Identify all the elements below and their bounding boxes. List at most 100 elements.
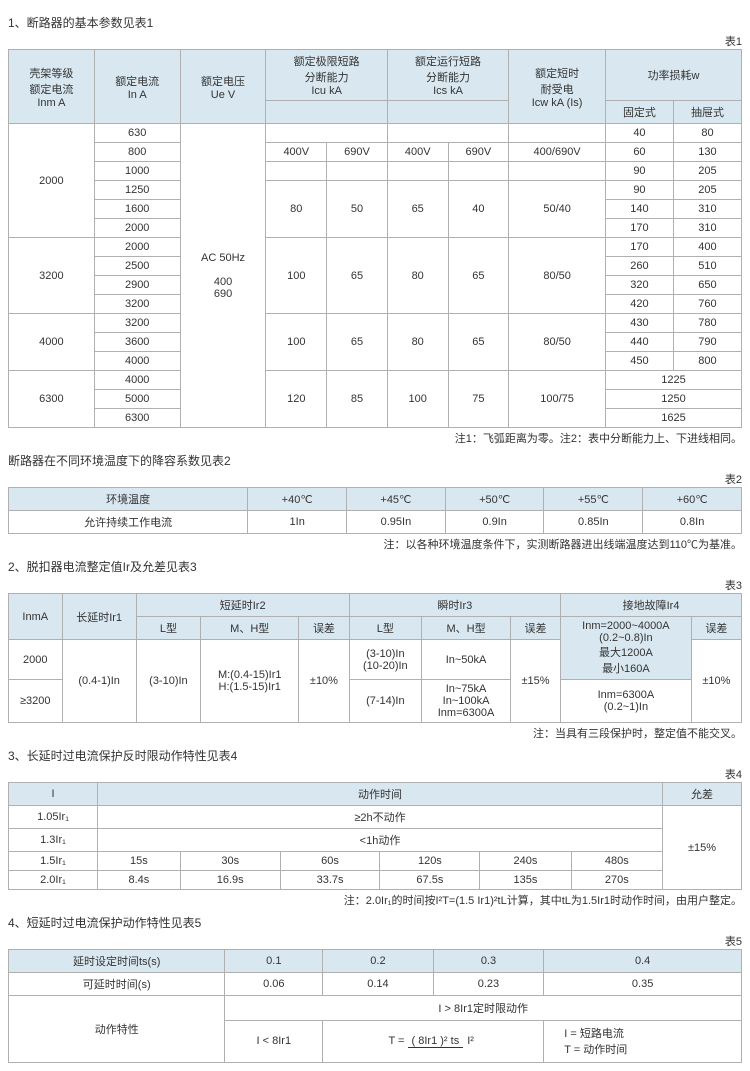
t3-r0-h: ±15% — [510, 640, 560, 723]
t4-c: 1.5Ir₁ — [9, 852, 98, 871]
t1-in: 5000 — [94, 390, 180, 409]
t1-pd: 130 — [673, 143, 741, 162]
t4-h2: 允差 — [663, 783, 742, 806]
t5-h: 0.3 — [433, 950, 544, 973]
t1-pf: 170 — [605, 238, 673, 257]
t1-v: 85 — [327, 371, 388, 428]
t5-ch-l: 动作特性 — [9, 996, 225, 1063]
t1-sub: 690V — [448, 143, 509, 162]
s4-title: 3、长延时过电流保护反时限动作特性见表4 — [8, 747, 742, 764]
t1-in: 1250 — [94, 181, 180, 200]
t5-c: 可延时时间(s) — [9, 973, 225, 996]
t1-in: 2000 — [94, 238, 180, 257]
t1-frame: 6300 — [9, 371, 95, 428]
t1-pf: 450 — [605, 352, 673, 371]
t1-h-icu: 额定极限短路 分断能力 Icu kA — [266, 50, 387, 101]
t4-c: 30s — [180, 852, 280, 871]
t3-r1-k: Inm=6300A (0.2~1)In — [561, 680, 692, 723]
t3-h-ir2l: L型 — [136, 617, 200, 640]
s4-note: 注：2.0Ir₁的时间按I²T=(1.5 Ir1)²tL计算，其中tL为1.5I… — [8, 892, 742, 908]
t1-h-icw: 额定短时 耐受电 Icw kA (Is) — [509, 50, 606, 124]
t1-in: 3600 — [94, 333, 180, 352]
t3-h-ir3l: L型 — [349, 617, 422, 640]
t5-ch-note: I = 短路电流 T = 动作时间 — [544, 1020, 742, 1062]
t1-pf: 90 — [605, 181, 673, 200]
t1-v: 65 — [327, 314, 388, 371]
t3-r0-d: M:(0.4-15)Ir1 H:(1.5-15)Ir1 — [201, 640, 299, 723]
table-3: InmA 长延时Ir1 短延时Ir2 瞬时Ir3 接地故障Ir4 L型 M、H型… — [8, 593, 742, 723]
s2-note: 注：以各种环境温度条件下，实测断路器进出线端温度达到110℃为基准。 — [8, 536, 742, 552]
s5-lbl: 表5 — [8, 933, 742, 949]
t4-h1: 动作时间 — [98, 783, 663, 806]
t3-r0-f: (3-10)In (10-20)In — [349, 640, 422, 680]
t1-v: 50/40 — [509, 181, 606, 238]
t5-h: 延时设定时间ts(s) — [9, 950, 225, 973]
t1-pd: 780 — [673, 314, 741, 333]
t4-c: 16.9s — [180, 871, 280, 890]
t3-r1-a: ≥3200 — [9, 680, 63, 723]
t4-c: 15s — [98, 852, 181, 871]
t1-pf: 140 — [605, 200, 673, 219]
t1-pd: 310 — [673, 200, 741, 219]
t4-c: 8.4s — [98, 871, 181, 890]
s2-title: 断路器在不同环境温度下的降容系数见表2 — [8, 452, 742, 469]
t4-r1-0: 1.3Ir₁ — [9, 829, 98, 852]
t4-c: 120s — [380, 852, 480, 871]
t4-h0: I — [9, 783, 98, 806]
t2-c: 0.95In — [347, 511, 446, 534]
t1-sub: 400V — [387, 143, 448, 162]
t1-in: 4000 — [94, 371, 180, 390]
t3-h-ir3: 瞬时Ir3 — [349, 594, 561, 617]
t3-r0-b: (0.4-1)In — [62, 640, 136, 723]
s3-note: 注：当具有三段保护时，整定值不能交叉。 — [8, 725, 742, 741]
t1-v: 65 — [448, 238, 509, 314]
t1-v: 100 — [266, 238, 327, 314]
t1-h-pw: 功率损耗w — [605, 50, 741, 101]
t1-pf: 170 — [605, 219, 673, 238]
t5-h: 0.4 — [544, 950, 742, 973]
t1-in: 630 — [94, 124, 180, 143]
t3-h-ir4e: 误差 — [691, 617, 741, 640]
t1-in: 1000 — [94, 162, 180, 181]
t4-r0-0: 1.05Ir₁ — [9, 806, 98, 829]
t1-in: 4000 — [94, 352, 180, 371]
t1-v: 80/50 — [509, 314, 606, 371]
t1-frame: 4000 — [9, 314, 95, 371]
t3-h-ir3e: 误差 — [510, 617, 560, 640]
t5-ch-t: I > 8Ir1定时限动作 — [225, 996, 742, 1021]
t1-v: 75 — [448, 371, 509, 428]
t1-pd: 790 — [673, 333, 741, 352]
t1-v: 40 — [448, 181, 509, 238]
t3-h-ir2: 短延时Ir2 — [136, 594, 349, 617]
t2-c: 1In — [248, 511, 347, 534]
t3-r0-e: ±10% — [299, 640, 349, 723]
t3-h-ir3m: M、H型 — [422, 617, 511, 640]
t1-pd: 760 — [673, 295, 741, 314]
t2-c: 0.85In — [544, 511, 643, 534]
t1-pf: 320 — [605, 276, 673, 295]
t3-r0-g: In~50kA — [422, 640, 511, 680]
t1-pw: 1225 — [605, 371, 741, 390]
table-1: 壳架等级 额定电流 Inm A 额定电流 In A 额定电压 Ue V 额定极限… — [8, 49, 742, 428]
t2-c: 0.9In — [445, 511, 544, 534]
s3-lbl: 表3 — [8, 577, 742, 593]
t1-in: 3200 — [94, 295, 180, 314]
t1-in: 800 — [94, 143, 180, 162]
t1-v: 50 — [327, 181, 388, 238]
t1-pd: 800 — [673, 352, 741, 371]
t3-h-ir2m: M、H型 — [201, 617, 299, 640]
t3-h-ir2e: 误差 — [299, 617, 349, 640]
t4-c: 270s — [571, 871, 662, 890]
t1-v: 65 — [387, 181, 448, 238]
t3-h-inm: InmA — [9, 594, 63, 640]
t1-pw: 1625 — [605, 409, 741, 428]
t1-pd: 80 — [673, 124, 741, 143]
t1-h-in: 额定电流 In A — [94, 50, 180, 124]
t1-pf: 430 — [605, 314, 673, 333]
t3-r0-a: 2000 — [9, 640, 63, 680]
t1-v: 100 — [387, 371, 448, 428]
t3-r1-f: (7-14)In — [349, 680, 422, 723]
t1-pf: 60 — [605, 143, 673, 162]
t4-tol: ±15% — [663, 806, 742, 890]
s3-title: 2、脱扣器电流整定值Ir及允差见表3 — [8, 558, 742, 575]
